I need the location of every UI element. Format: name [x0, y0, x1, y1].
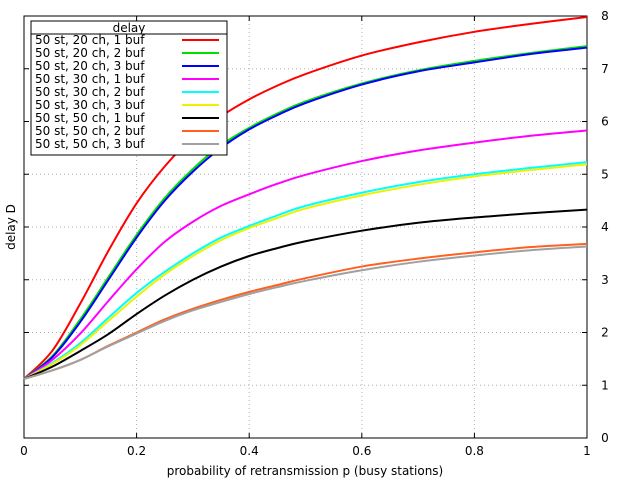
y-tick-label: 4 [601, 220, 609, 234]
x-tick-label: 0.8 [465, 444, 484, 458]
y-tick-label: 7 [601, 62, 609, 76]
series-line-7 [23, 208, 588, 380]
series-line-5 [23, 161, 588, 380]
y-axis-title: delay D [4, 204, 18, 250]
x-tick-label: 0.4 [240, 444, 259, 458]
y-tick-label: 3 [601, 273, 609, 287]
series-line-2 [23, 45, 588, 380]
legend-title: delay [113, 21, 146, 35]
x-tick-label: 0.2 [127, 444, 146, 458]
y-tick-label: 2 [601, 326, 609, 340]
x-tick-label: 1 [583, 444, 591, 458]
x-tick-label: 0.6 [352, 444, 371, 458]
y-tick-label: 6 [601, 115, 609, 129]
legend-label-5: 50 st, 30 ch, 2 buf [35, 85, 145, 99]
series-line-9 [23, 245, 588, 380]
y-tick-label: 1 [601, 378, 609, 392]
y-tick-label: 0 [601, 431, 609, 445]
series-line-1 [23, 16, 588, 380]
series-line-4 [23, 129, 588, 380]
x-axis-title: probability of retransmission p (busy st… [167, 464, 443, 478]
y-tick-label: 5 [601, 167, 609, 181]
y-tick-label: 8 [601, 9, 609, 23]
legend-label-4: 50 st, 30 ch, 1 buf [35, 72, 145, 86]
series-line-6 [23, 163, 588, 380]
series-line-3 [23, 46, 588, 380]
legend-box [30, 20, 228, 156]
series-lines [23, 16, 588, 380]
series-line-8 [23, 242, 588, 380]
legend-label-9: 50 st, 50 ch, 3 buf [35, 137, 145, 151]
x-tick-label: 0 [20, 444, 28, 458]
legend-label-7: 50 st, 50 ch, 1 buf [35, 111, 145, 125]
legend-label-3: 50 st, 20 ch, 3 buf [35, 59, 145, 73]
legend-label-1: 50 st, 20 ch, 1 buf [35, 33, 145, 47]
legend-label-2: 50 st, 20 ch, 2 buf [35, 46, 145, 60]
legend-label-8: 50 st, 50 ch, 2 buf [35, 124, 145, 138]
legend-label-6: 50 st, 30 ch, 3 buf [35, 98, 145, 112]
